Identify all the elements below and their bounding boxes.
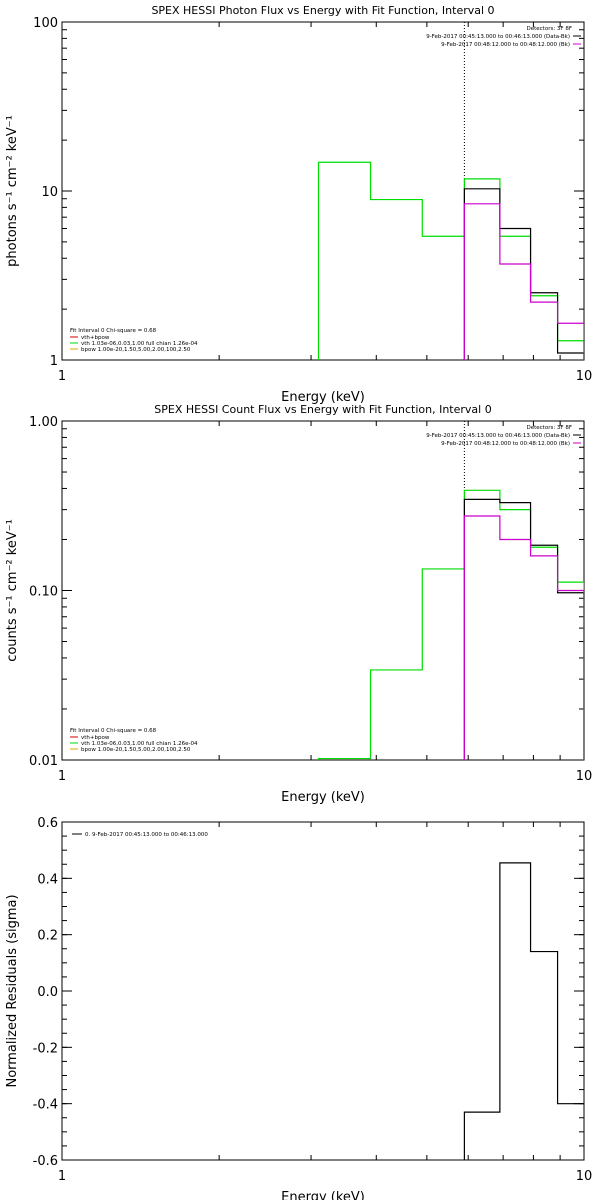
data-interval-label: 9-Feb-2017 00:45:13.000 to 00:46:13.000 … [426, 433, 570, 439]
y-tick-label: 1 [50, 354, 58, 369]
series-line-0 [317, 489, 584, 760]
data-interval-label: 9-Feb-2017 00:45:13.000 to 00:46:13.000 … [426, 34, 570, 40]
x-tick-label: 1 [58, 369, 66, 384]
legend-item: vth 1.03e-06,0.03,1.00 full chian 1.26e-… [81, 741, 198, 747]
series-line-1 [463, 188, 584, 360]
y-tick-label: 0.10 [29, 585, 58, 600]
x-axis-label: Energy (keV) [281, 790, 365, 805]
legend-header: Fit Interval 0 Chi-square = 0.68 [70, 328, 157, 334]
detectors-label: Detectors: 3F 8F [526, 26, 572, 32]
plot-series-group [463, 862, 584, 1160]
plot-frame-1 [61, 420, 585, 761]
y-tick-label: -0.4 [33, 1098, 58, 1113]
y-tick-label: 0.6 [37, 816, 58, 831]
legend-header: Fit Interval 0 Chi-square = 0.68 [70, 728, 157, 734]
plot-title: SPEX HESSI Photon Flux vs Energy with Fi… [151, 4, 494, 17]
legend-item: bpow 1.00e-20,1.50,5.00,2.00,100,2.50 [81, 347, 191, 353]
y-tick-label: 0.01 [29, 754, 58, 769]
y-axis-label: photons s⁻¹ cm⁻² keV⁻¹ [5, 115, 20, 267]
series-line-1 [463, 498, 584, 760]
legend-item: vth+bpow [81, 735, 110, 741]
y-tick-label: 10 [41, 185, 58, 200]
x-tick-label: 10 [576, 369, 593, 384]
legend-item: 0. 9-Feb-2017 00:45:13.000 to 00:46:13.0… [85, 832, 208, 838]
y-tick-label: -0.2 [33, 1041, 58, 1056]
y-tick-label: 1.00 [29, 415, 58, 430]
series-line-2 [463, 515, 584, 760]
x-axis-label: Energy (keV) [281, 1190, 365, 1200]
data-interval-label: 9-Feb-2017 00:48:12.000 to 00:48:12.000 … [441, 42, 570, 48]
plot-series-group [317, 161, 584, 360]
x-tick-label: 1 [58, 1169, 66, 1184]
x-tick-label: 10 [576, 769, 593, 784]
y-tick-label: -0.6 [33, 1154, 58, 1169]
legend-item: vth 1.03e-06,0.03,1.00 full chian 1.26e-… [81, 341, 198, 347]
plot-frame-2 [61, 821, 585, 1161]
legend-item: bpow 1.00e-20,1.50,5.00,2.00,100,2.50 [81, 747, 191, 753]
series-line-0 [463, 862, 584, 1160]
data-interval-label: 9-Feb-2017 00:48:12.000 to 00:48:12.000 … [441, 441, 570, 447]
legend-item: vth+bpow [81, 335, 110, 341]
x-axis-label: Energy (keV) [281, 390, 365, 405]
detectors-label: Detectors: 3F 8F [526, 425, 572, 431]
series-line-2 [463, 203, 584, 360]
x-tick-label: 1 [58, 769, 66, 784]
plot-title: SPEX HESSI Count Flux vs Energy with Fit… [154, 403, 491, 416]
plot-frame-0 [61, 21, 585, 361]
y-tick-label: 0.4 [37, 872, 58, 887]
plot-series-group [317, 489, 584, 760]
y-tick-label: 0.0 [37, 985, 58, 1000]
x-tick-label: 10 [576, 1169, 593, 1184]
series-line-0 [317, 161, 584, 360]
y-axis-label: counts s⁻¹ cm⁻² keV⁻¹ [5, 519, 20, 662]
y-tick-label: 0.2 [37, 929, 58, 944]
y-tick-label: 100 [33, 16, 58, 31]
y-axis-label: Normalized Residuals (sigma) [5, 894, 20, 1087]
